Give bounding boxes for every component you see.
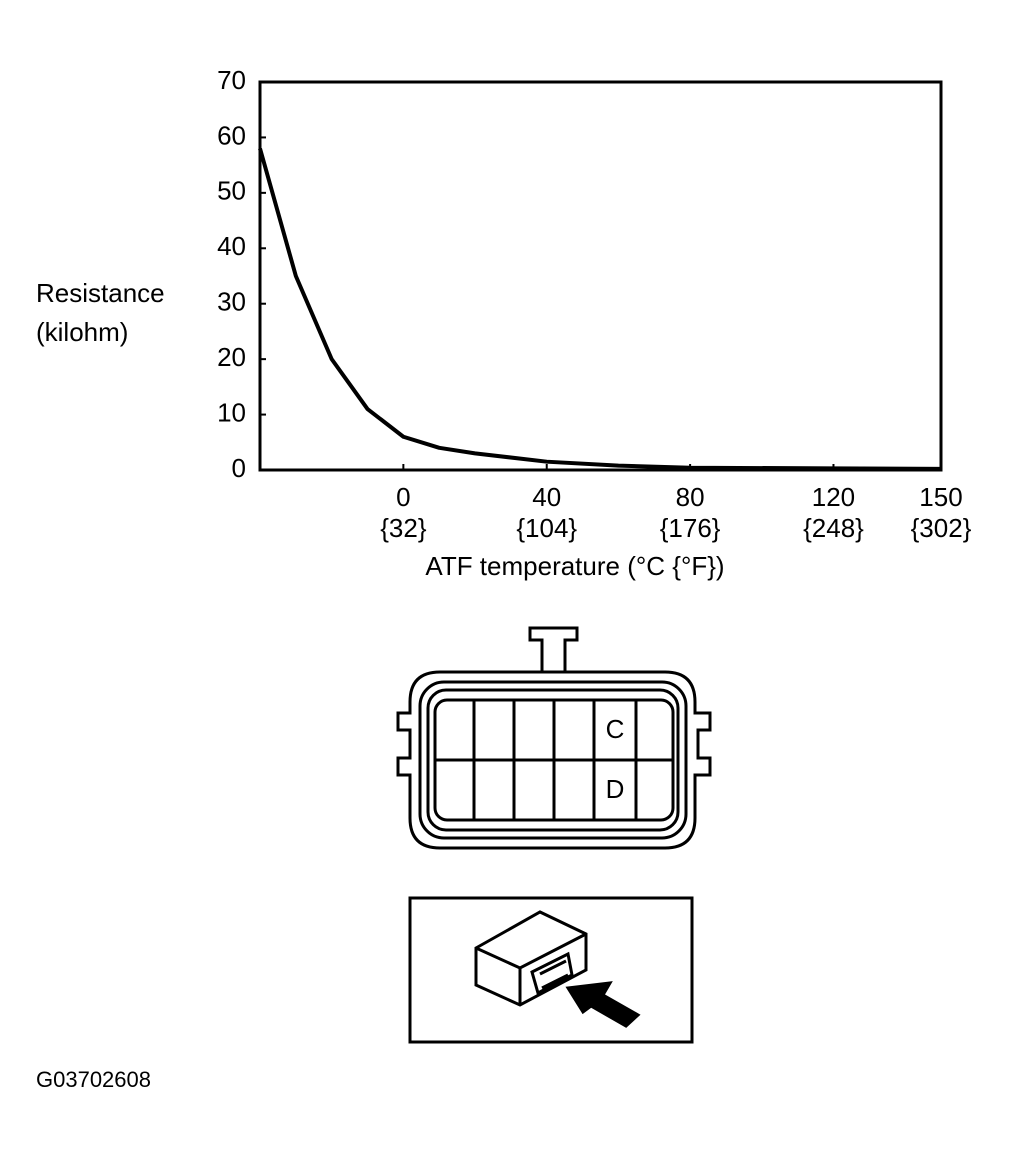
x-tick-sublabel: {104} <box>516 513 577 543</box>
y-axis-label: (kilohm) <box>36 317 128 347</box>
component-socket <box>539 959 569 990</box>
connector-rim <box>426 688 680 832</box>
x-tick-label: 150 <box>919 482 962 512</box>
connector-outer <box>396 670 712 850</box>
x-tick-sublabel: {176} <box>660 513 721 543</box>
y-tick-label: 30 <box>217 287 246 317</box>
y-tick-label: 60 <box>217 120 246 150</box>
y-tick-label: 40 <box>217 231 246 261</box>
x-tick-sublabel: {248} <box>803 513 864 543</box>
pin-label: D <box>606 774 625 804</box>
connector <box>396 626 712 850</box>
x-tick-label: 0 <box>396 482 410 512</box>
connector-latch <box>528 626 579 674</box>
x-tick-sublabel: {302} <box>911 513 972 543</box>
pin-label: C <box>606 714 625 744</box>
locator-frame <box>408 896 694 1044</box>
figure-id: G03702608 <box>36 1067 151 1092</box>
locator <box>408 896 694 1044</box>
y-axis-label: Resistance <box>36 278 165 308</box>
x-tick-label: 80 <box>676 482 705 512</box>
component-edge <box>475 932 587 1005</box>
x-tick-sublabel: {32} <box>380 513 427 543</box>
y-tick-label: 20 <box>217 342 246 372</box>
y-tick-label: 0 <box>232 453 246 483</box>
y-tick-label: 10 <box>217 397 246 427</box>
y-tick-label: 50 <box>217 176 246 206</box>
x-tick-label: 120 <box>812 482 855 512</box>
arrow <box>565 981 641 1028</box>
plot-frame <box>258 80 943 472</box>
data-line <box>258 147 942 471</box>
connector-rim <box>418 680 688 840</box>
x-tick-label: 40 <box>532 482 561 512</box>
y-tick-label: 70 <box>217 65 246 95</box>
x-axis-label: ATF temperature (°C {°F}) <box>425 551 724 581</box>
